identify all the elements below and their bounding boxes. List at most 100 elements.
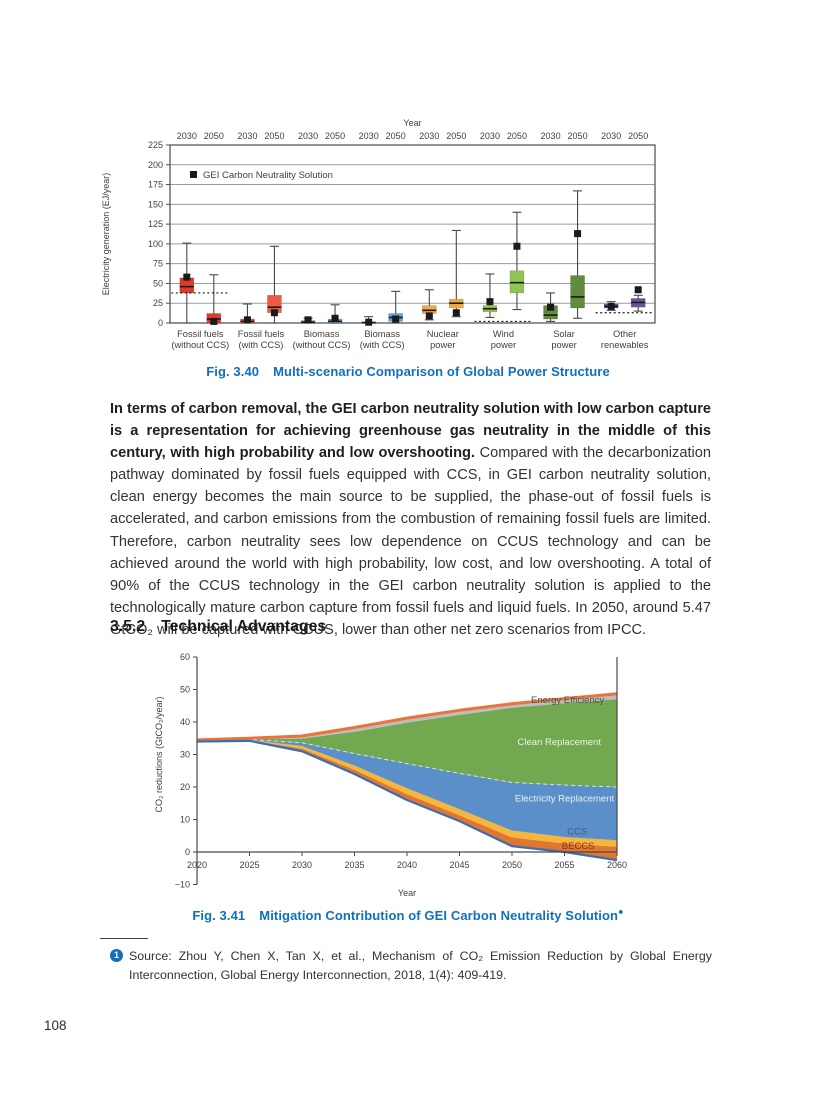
category-label-line2: renewables (601, 340, 649, 350)
divider-dashed-line (196, 738, 618, 788)
figure-label: Fig. 3.41 (192, 908, 246, 923)
category-label-line2: power (430, 340, 455, 350)
y-tick-label: 150 (148, 199, 163, 209)
y-tick-label: 125 (148, 219, 163, 229)
category-label-line2: (without CCS) (171, 340, 229, 350)
x-tick-label: 2050 (502, 860, 522, 870)
top-tick-label: 2050 (568, 131, 588, 141)
x-tick-label: 2025 (239, 860, 259, 870)
y-tick-label: 175 (148, 180, 163, 190)
top-axis-label: Year (403, 118, 421, 128)
category-label-line1: Fossil fuels (177, 329, 224, 339)
paragraph-bold-sentence: In terms of carbon removal, the GEI carb… (110, 401, 711, 462)
footnote: 1 Source: Zhou Y, Chen X, Tan X, et al.,… (100, 938, 712, 985)
gei-solution-marker (486, 298, 494, 306)
category-label-line2: (with CCS) (238, 340, 283, 350)
section-title: Technical Advantages (161, 618, 327, 635)
y-tick-label: 20 (180, 782, 190, 792)
footnote-marker-superscript: ● (618, 906, 624, 917)
top-tick-label: 2050 (446, 131, 466, 141)
gei-solution-marker (607, 302, 615, 310)
baseline-bottom-line (196, 739, 618, 862)
top-tick-label: 2030 (298, 131, 318, 141)
category-label-line1: Wind (493, 329, 514, 339)
area-beccs (197, 740, 617, 861)
area-energy-efficiency (197, 693, 617, 741)
y-tick-label: 75 (153, 259, 163, 269)
box-group-biomass (300, 304, 343, 324)
gei-solution-marker (210, 317, 218, 325)
page-number: 108 (44, 1018, 67, 1033)
y-tick-label: 0 (185, 847, 190, 857)
x-axis-label: Year (398, 888, 416, 898)
top-tick-label: 2050 (507, 131, 527, 141)
y-tick-label: 30 (180, 750, 190, 760)
paragraph-rest: Compared with the decarbonization pathwa… (110, 445, 711, 638)
figure-3-41: −10 0 10 20 30 40 50 60 2020 2025 2030 2035 2040 2045… (150, 650, 670, 902)
category-label-line1: Biomass (304, 329, 340, 339)
top-tick-label: 2030 (541, 131, 561, 141)
body-paragraph: In terms of carbon removal, the GEI carb… (110, 398, 711, 641)
section-heading-3-5-2: 3.5.2 Technical Advantages (110, 618, 326, 636)
y-tick-label: −10 (175, 880, 190, 890)
x-tick-label: 2035 (344, 860, 364, 870)
category-label-line1: Solar (553, 329, 575, 339)
x-tick-label: 2045 (449, 860, 469, 870)
y-tick-label: 60 (180, 652, 190, 662)
category-label-line2: power (491, 340, 516, 350)
layer-label-electricity-replacement: Electricity Replacement (515, 794, 615, 805)
figure-3-40: 0 25 50 75 100 125 150 175 200 225 Electricity gen… (95, 116, 675, 364)
box-group-other (595, 286, 654, 314)
box-group-solar (543, 190, 585, 322)
top-tick-label: 2030 (480, 131, 500, 141)
figure-label: Fig. 3.40 (206, 364, 260, 379)
x-tick-label: 2030 (292, 860, 312, 870)
box-group-biomass (361, 290, 403, 326)
gei-solution-marker (243, 316, 251, 324)
category-label-line2: power (551, 340, 576, 350)
category-label-line2: (with CCS) (360, 340, 405, 350)
box-group-nuclear (422, 229, 464, 321)
gei-solution-marker (270, 309, 278, 317)
category-label-line1: Biomass (364, 329, 400, 339)
figure-3-40-caption: Fig. 3.40 Multi-scenario Comparison of Gl… (0, 364, 816, 379)
category-label-line2: (without CCS) (293, 340, 351, 350)
gei-solution-marker (452, 309, 460, 317)
section-number: 3.5.2 (110, 618, 146, 635)
box-group-fossil-fuels (240, 245, 282, 324)
gei-solution-marker (304, 316, 312, 324)
top-tick-label: 2030 (237, 131, 257, 141)
layer-label-beccs: BECCS (562, 841, 595, 852)
x-tick-label: 2060 (607, 860, 627, 870)
plot-frame (169, 144, 656, 324)
legend-marker (190, 171, 197, 178)
y-tick-label: 50 (180, 685, 190, 695)
top-tick-label: 2050 (628, 131, 648, 141)
top-tick-label: 2050 (204, 131, 224, 141)
x-tick-label: 2020 (187, 860, 207, 870)
y-axis-label: CO₂ reductions (GtCO₂/year) (154, 696, 164, 812)
footnote-rule (100, 938, 148, 939)
top-tick-label: 2050 (386, 131, 406, 141)
gei-solution-marker (547, 303, 555, 311)
box-group-fossil-fuels (171, 242, 230, 325)
category-label-line1: Other (613, 329, 636, 339)
box-group-wind (474, 211, 533, 323)
layer-label-ccs: CCS (567, 826, 587, 837)
y-tick-label: 10 (180, 815, 190, 825)
top-tick-label: 2030 (601, 131, 621, 141)
y-tick-label: 100 (148, 239, 163, 249)
top-tick-label: 2030 (359, 131, 379, 141)
layer-label-clean-replacement: Clean Replacement (518, 737, 602, 748)
figure-3-41-caption: Fig. 3.41 Mitigation Contribution of GEI … (0, 906, 816, 923)
x-tick-label: 2055 (554, 860, 574, 870)
gei-solution-marker (634, 286, 642, 294)
footnote-number-badge: 1 (110, 949, 123, 962)
box-plot-chart: 0 25 50 75 100 125 150 175 200 225 Electricity gen… (101, 118, 656, 350)
y-tick-label: 40 (180, 717, 190, 727)
top-tick-label: 2030 (177, 131, 197, 141)
box-2050 (570, 275, 585, 309)
gei-solution-marker (392, 315, 400, 323)
